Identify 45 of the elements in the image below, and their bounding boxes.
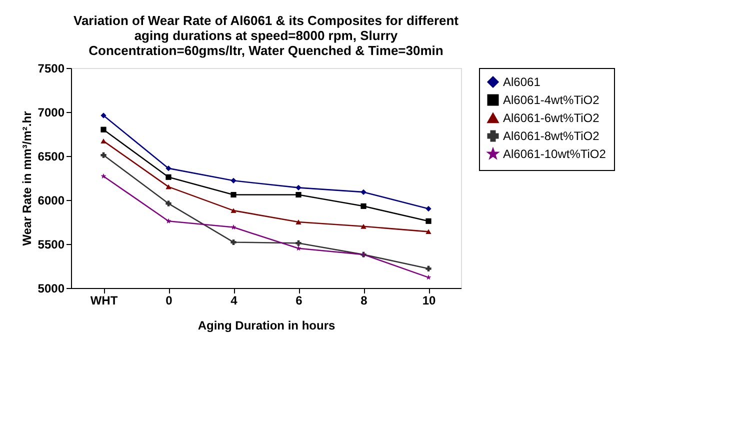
point: [166, 200, 172, 206]
point: [166, 184, 172, 190]
legend-label: Al6061: [503, 75, 541, 89]
chart-title: Variation of Wear Rate of Al6061 & its Composites for different aging durations at speed=8000 rpm, Slurry Concentration=60gms/ltr, Water Quenched & Time=30min: [73, 13, 460, 58]
point: [100, 152, 106, 158]
x-tick-label: 4: [230, 294, 238, 308]
point: [100, 126, 106, 132]
point: [230, 178, 236, 184]
x-axis-title: Aging Duration in hours: [198, 318, 336, 332]
y-tick-label: 7500: [38, 62, 65, 76]
x-tick-label: 10: [422, 294, 436, 308]
point: [296, 220, 302, 224]
legend-label: Al6061-8wt%TiO2: [503, 129, 600, 143]
point: [230, 208, 236, 213]
point: [296, 192, 302, 198]
legend-label: Al6061-10wt%TiO2: [503, 147, 606, 161]
y-tick-label: 5500: [38, 238, 65, 252]
point: [360, 203, 366, 209]
y-tick-label: 7000: [38, 106, 65, 120]
x-tick-label: 6: [296, 294, 303, 308]
point: [166, 174, 172, 180]
point: [426, 206, 432, 212]
point: [426, 229, 432, 234]
point: [100, 174, 106, 178]
point: [230, 240, 236, 245]
point: [230, 224, 236, 230]
y-tick-label: 6000: [38, 194, 65, 208]
point: [426, 266, 432, 272]
y-axis-title: Wear Rate in mm³/m².hr: [20, 110, 34, 246]
point: [360, 224, 366, 229]
point: [166, 166, 172, 172]
y-tick-label: 6500: [38, 150, 65, 164]
point: [166, 218, 172, 224]
x-tick-label: WHT: [90, 294, 118, 308]
point: [296, 184, 302, 190]
x-tick-label: 0: [166, 294, 173, 308]
point: [360, 189, 366, 195]
point: [296, 240, 302, 246]
x-tick-label: 8: [360, 294, 368, 308]
point: [100, 112, 106, 118]
legend-label: Al6061-4wt%TiO2: [503, 93, 600, 107]
point: [230, 192, 236, 198]
point: [426, 218, 432, 224]
legend-label: Al6061-6wt%TiO2: [503, 111, 600, 125]
y-tick-label: 5000: [38, 282, 65, 296]
